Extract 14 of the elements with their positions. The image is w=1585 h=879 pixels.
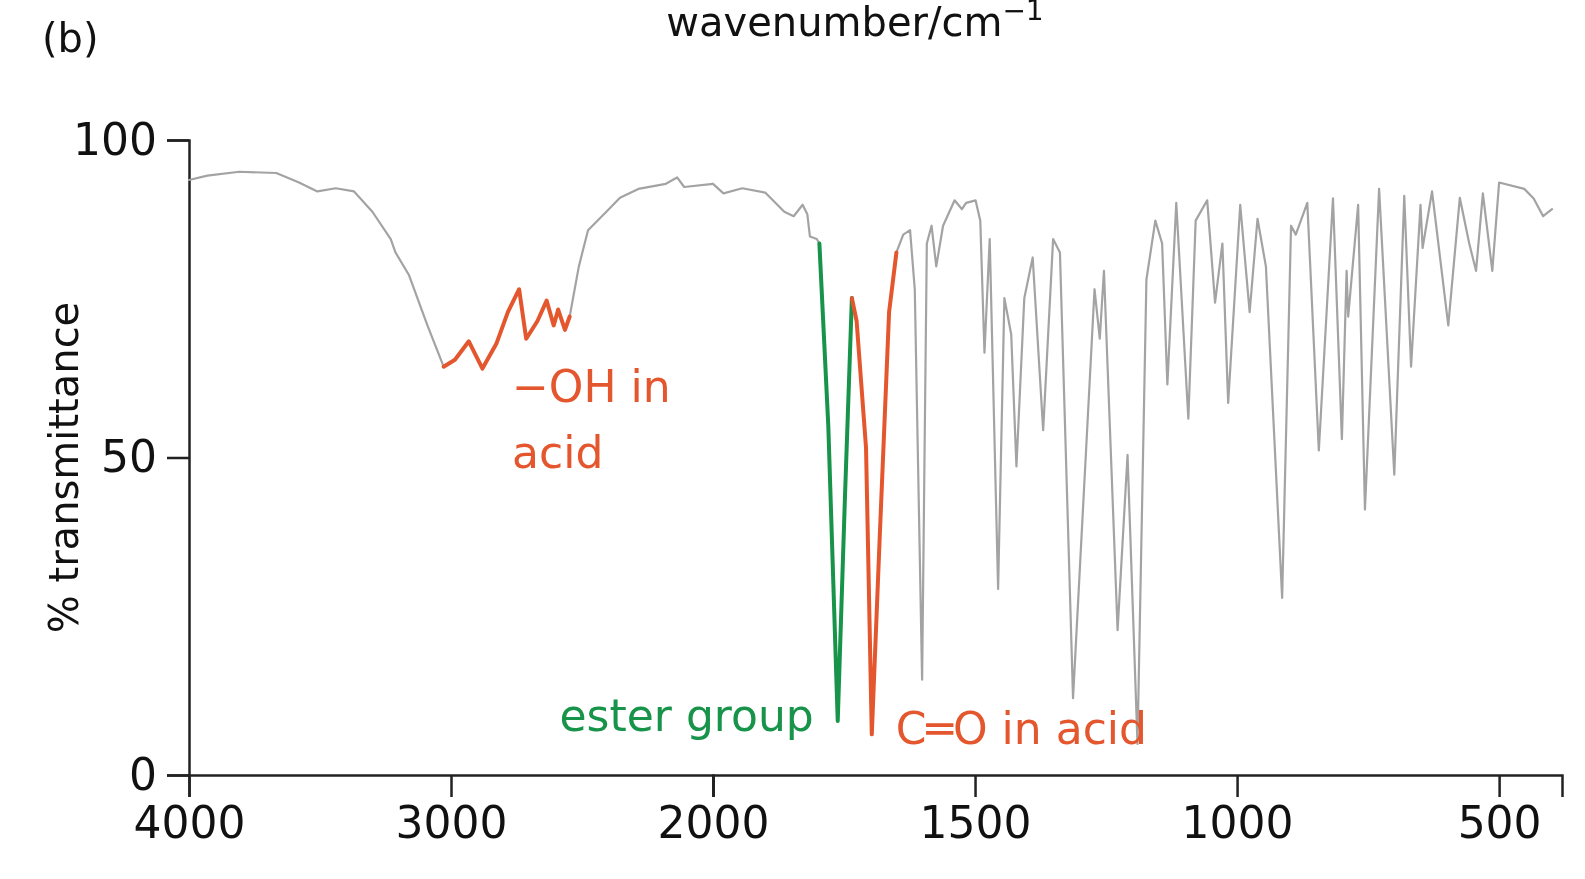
y-tick-label: 50 xyxy=(101,431,157,483)
x-tick-label: 4000 xyxy=(133,797,246,849)
y-axis-title: % transmittance xyxy=(41,301,87,634)
x-tick-label: 1000 xyxy=(1181,797,1294,849)
x-tick-label: 3000 xyxy=(395,797,508,849)
y-tick-label: 100 xyxy=(73,113,157,165)
x-tick-label: 500 xyxy=(1457,797,1542,849)
text: (b) xyxy=(42,15,99,61)
x-tick-label: 2000 xyxy=(657,797,770,849)
annotation: ester group xyxy=(559,690,814,742)
y-tick-label: 0 xyxy=(129,748,157,800)
annotation: −OH in acid xyxy=(512,361,671,478)
x-tick-label: 1500 xyxy=(919,797,1032,849)
annotation: C═O in acid xyxy=(895,703,1148,755)
